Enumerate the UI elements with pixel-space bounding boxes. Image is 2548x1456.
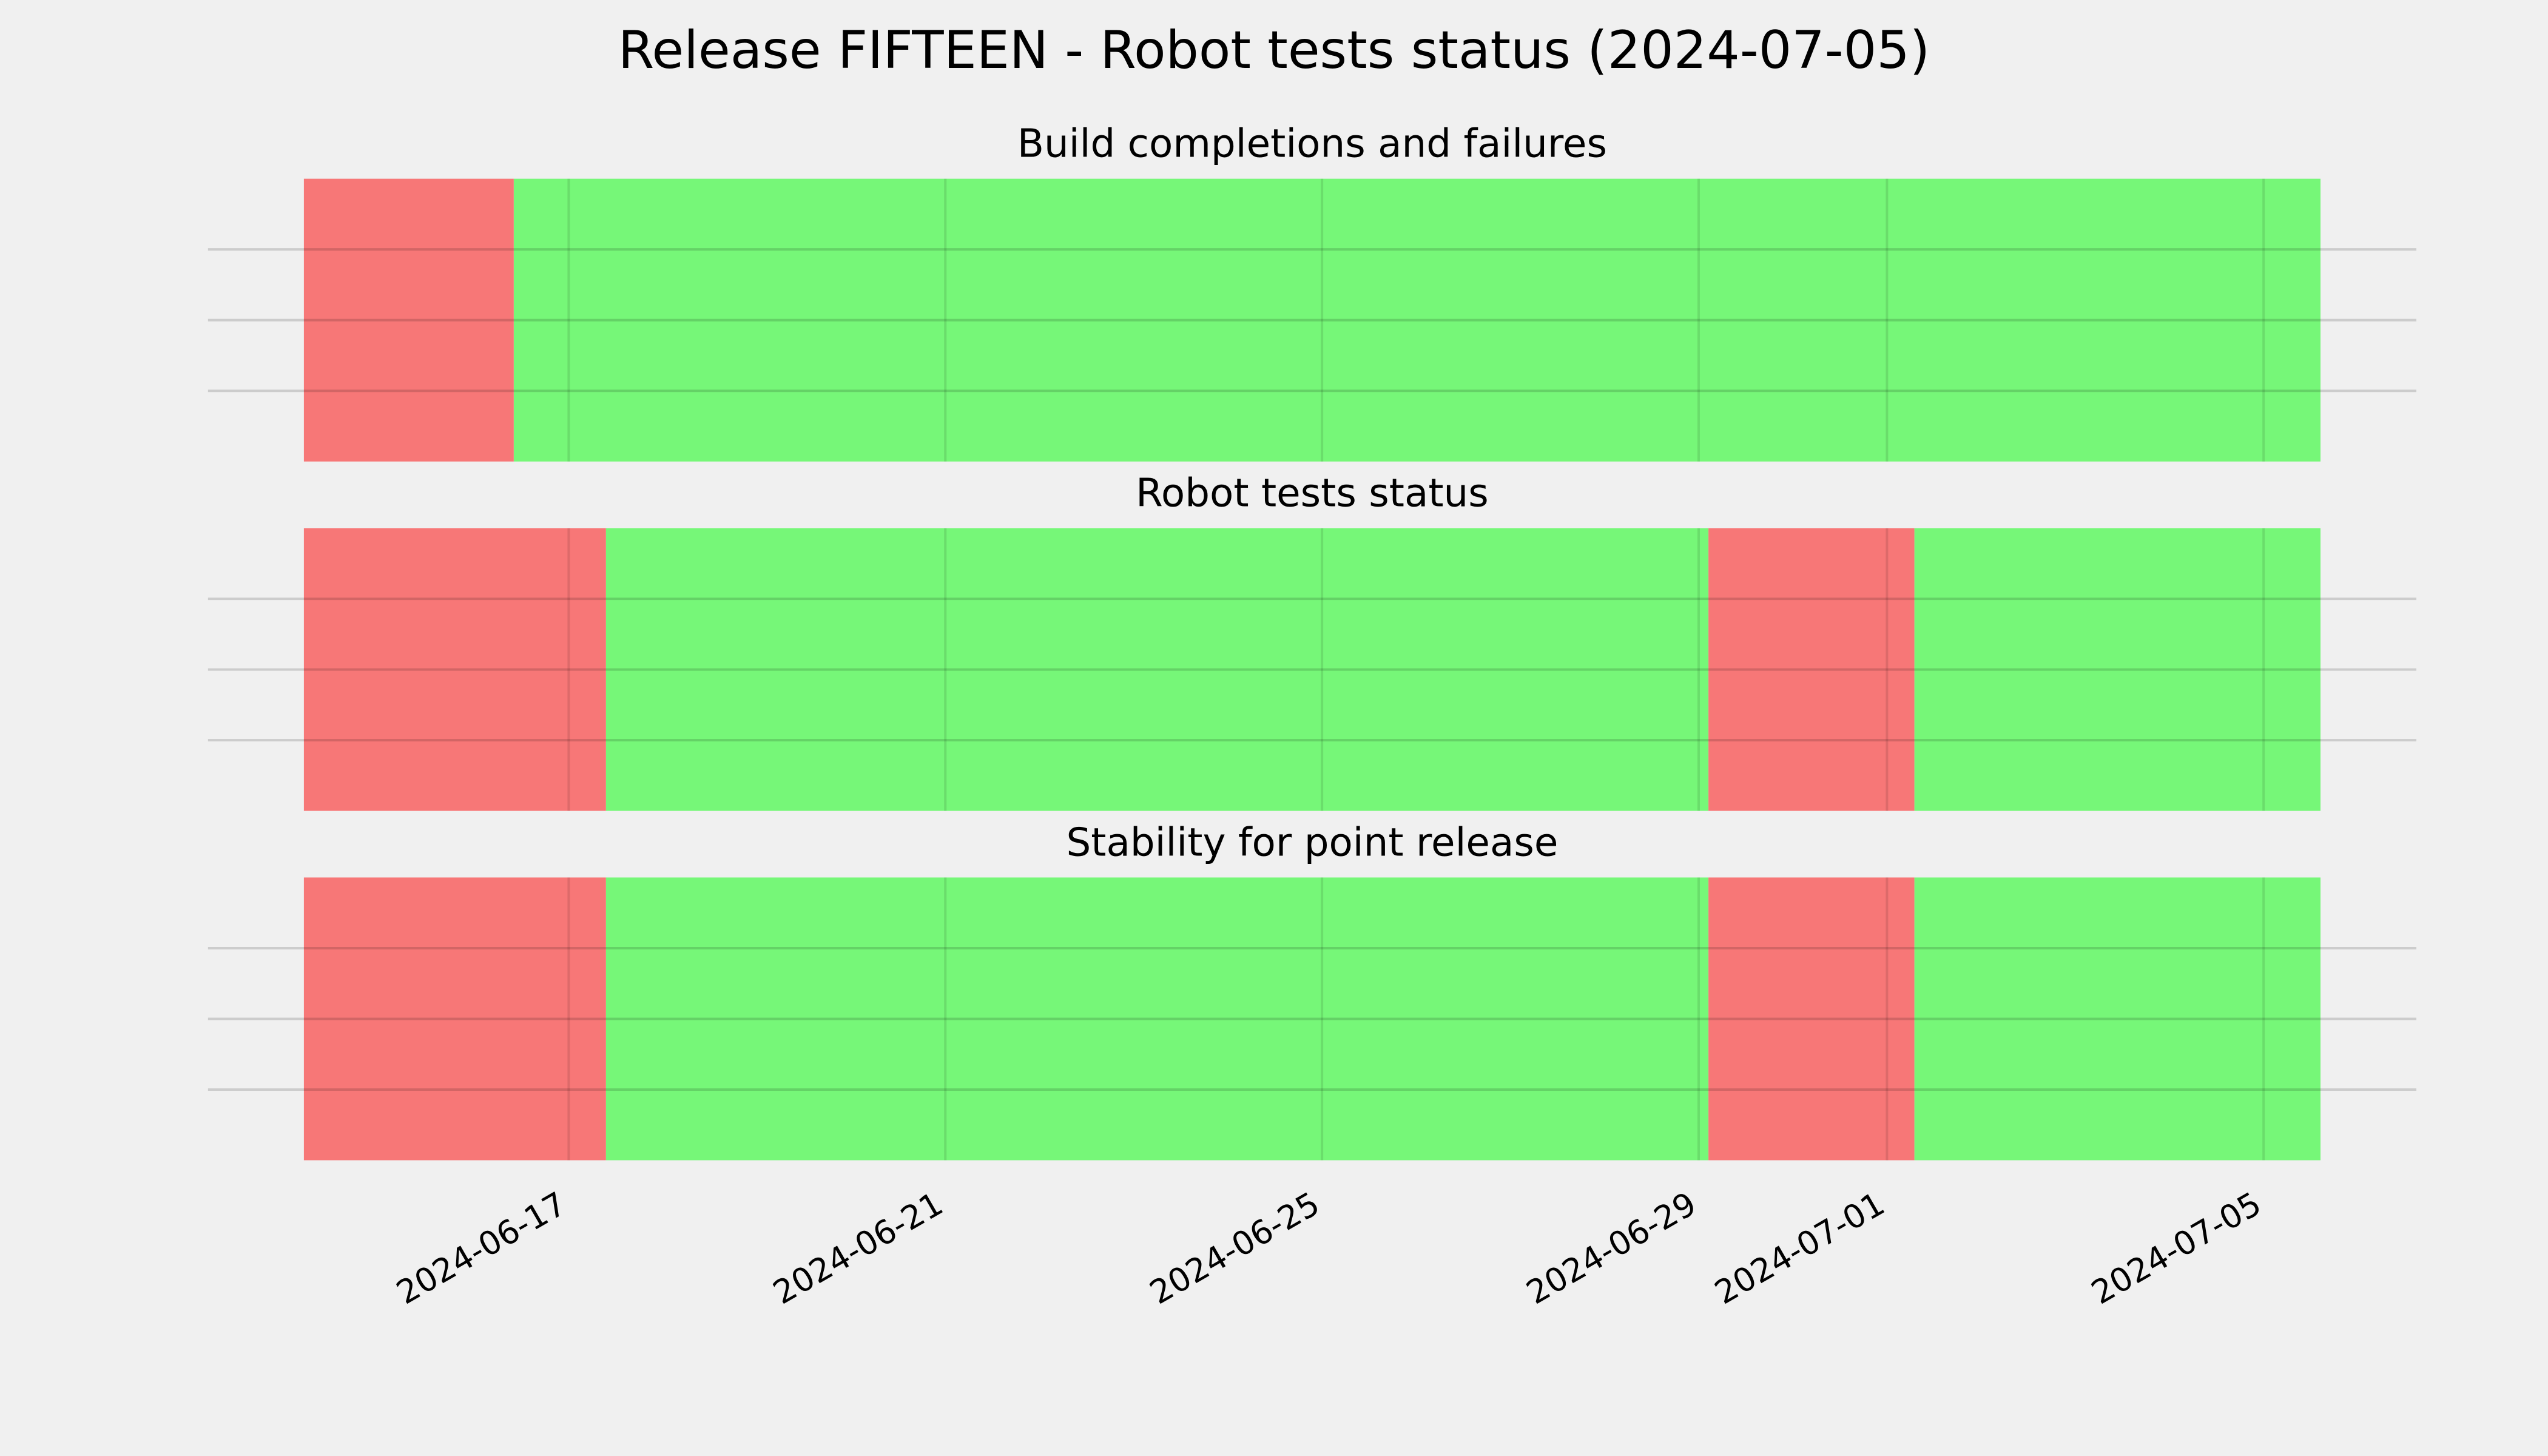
- panel-title: Build completions and failures: [1017, 121, 1607, 167]
- status-segment: [1708, 528, 1915, 811]
- status-segment: [1914, 528, 2320, 811]
- status-segment: [1914, 877, 2320, 1161]
- chart-title: Release FIFTEEN - Robot tests status (20…: [618, 20, 1930, 81]
- status-segment: [303, 877, 606, 1161]
- panel-title: Stability for point release: [1067, 820, 1559, 865]
- status-segment: [303, 528, 606, 811]
- status-segment: [605, 877, 1709, 1161]
- status-segment: [303, 178, 514, 462]
- panel-title: Robot tests status: [1136, 471, 1489, 516]
- status-segment: [1708, 877, 1915, 1161]
- status-segment: [605, 528, 1709, 811]
- status-segment: [513, 178, 2320, 462]
